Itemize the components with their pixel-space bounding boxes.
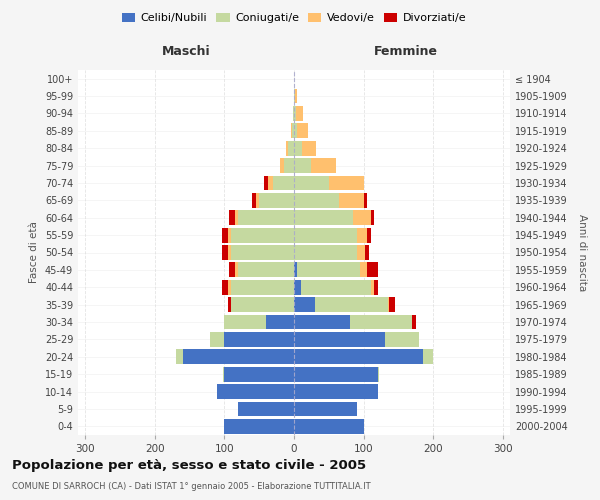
Bar bbox=[294, 210, 353, 225]
Bar bbox=[357, 228, 367, 242]
Bar bbox=[294, 158, 311, 173]
Bar bbox=[367, 228, 371, 242]
Bar bbox=[371, 210, 374, 225]
Legend: Celibi/Nubili, Coniugati/e, Vedovi/e, Divorziati/e: Celibi/Nubili, Coniugati/e, Vedovi/e, Di… bbox=[118, 8, 470, 28]
Bar bbox=[238, 210, 294, 225]
Bar bbox=[294, 367, 377, 382]
Bar bbox=[339, 193, 364, 208]
Bar bbox=[238, 402, 294, 416]
Bar bbox=[266, 314, 294, 330]
Bar bbox=[423, 350, 433, 364]
Bar bbox=[388, 298, 389, 312]
Y-axis label: Anni di nascita: Anni di nascita bbox=[577, 214, 587, 291]
Bar bbox=[223, 367, 224, 382]
Bar bbox=[211, 332, 224, 347]
Bar bbox=[377, 367, 379, 382]
Bar bbox=[298, 124, 308, 138]
Bar bbox=[360, 262, 367, 278]
Bar bbox=[294, 106, 296, 121]
Bar bbox=[350, 314, 412, 330]
Bar bbox=[252, 193, 256, 208]
Bar bbox=[294, 176, 329, 190]
Bar bbox=[259, 193, 294, 208]
Bar bbox=[385, 332, 419, 347]
Bar bbox=[228, 280, 231, 294]
Bar bbox=[295, 88, 298, 104]
Bar bbox=[365, 245, 368, 260]
Bar bbox=[294, 402, 357, 416]
Bar bbox=[294, 350, 423, 364]
Bar bbox=[231, 298, 294, 312]
Bar bbox=[264, 176, 268, 190]
Bar bbox=[302, 141, 316, 156]
Bar bbox=[280, 158, 284, 173]
Bar bbox=[222, 245, 228, 260]
Bar bbox=[292, 124, 294, 138]
Bar bbox=[229, 262, 235, 278]
Bar bbox=[301, 280, 371, 294]
Bar bbox=[231, 280, 294, 294]
Bar bbox=[294, 141, 302, 156]
Bar bbox=[222, 280, 228, 294]
Bar bbox=[315, 298, 388, 312]
Bar bbox=[284, 158, 294, 173]
Bar bbox=[353, 210, 371, 225]
Bar bbox=[371, 280, 374, 294]
Bar bbox=[294, 124, 298, 138]
Bar bbox=[389, 298, 395, 312]
Bar bbox=[235, 210, 238, 225]
Bar bbox=[231, 228, 294, 242]
Text: COMUNE DI SARROCH (CA) - Dati ISTAT 1° gennaio 2005 - Elaborazione TUTTITALIA.IT: COMUNE DI SARROCH (CA) - Dati ISTAT 1° g… bbox=[12, 482, 371, 491]
Bar bbox=[294, 419, 364, 434]
Bar bbox=[222, 228, 228, 242]
Bar bbox=[294, 298, 315, 312]
Text: Femmine: Femmine bbox=[373, 45, 437, 58]
Bar bbox=[224, 332, 294, 347]
Bar bbox=[217, 384, 294, 399]
Text: Maschi: Maschi bbox=[161, 45, 211, 58]
Y-axis label: Fasce di età: Fasce di età bbox=[29, 222, 39, 284]
Bar bbox=[294, 280, 301, 294]
Bar bbox=[294, 332, 385, 347]
Bar bbox=[329, 176, 364, 190]
Bar bbox=[231, 245, 294, 260]
Bar bbox=[367, 262, 377, 278]
Bar bbox=[229, 210, 235, 225]
Bar bbox=[293, 106, 294, 121]
Bar bbox=[294, 262, 298, 278]
Bar bbox=[286, 141, 289, 156]
Bar bbox=[294, 384, 377, 399]
Bar bbox=[228, 245, 231, 260]
Bar bbox=[224, 314, 266, 330]
Bar bbox=[412, 314, 416, 330]
Bar bbox=[290, 124, 292, 138]
Bar bbox=[256, 193, 259, 208]
Bar bbox=[228, 228, 231, 242]
Text: Popolazione per età, sesso e stato civile - 2005: Popolazione per età, sesso e stato civil… bbox=[12, 459, 366, 472]
Bar bbox=[311, 158, 336, 173]
Bar bbox=[268, 176, 273, 190]
Bar bbox=[296, 106, 303, 121]
Bar bbox=[273, 176, 294, 190]
Bar bbox=[294, 228, 357, 242]
Bar bbox=[289, 141, 294, 156]
Bar bbox=[224, 367, 294, 382]
Bar bbox=[235, 262, 238, 278]
Bar bbox=[294, 88, 295, 104]
Bar bbox=[298, 262, 360, 278]
Bar bbox=[224, 419, 294, 434]
Bar bbox=[176, 350, 182, 364]
Bar bbox=[357, 245, 365, 260]
Bar bbox=[294, 193, 339, 208]
Bar bbox=[228, 298, 231, 312]
Bar bbox=[294, 314, 350, 330]
Bar bbox=[182, 350, 294, 364]
Bar bbox=[364, 193, 367, 208]
Bar bbox=[374, 280, 377, 294]
Bar bbox=[238, 262, 294, 278]
Bar bbox=[294, 245, 357, 260]
